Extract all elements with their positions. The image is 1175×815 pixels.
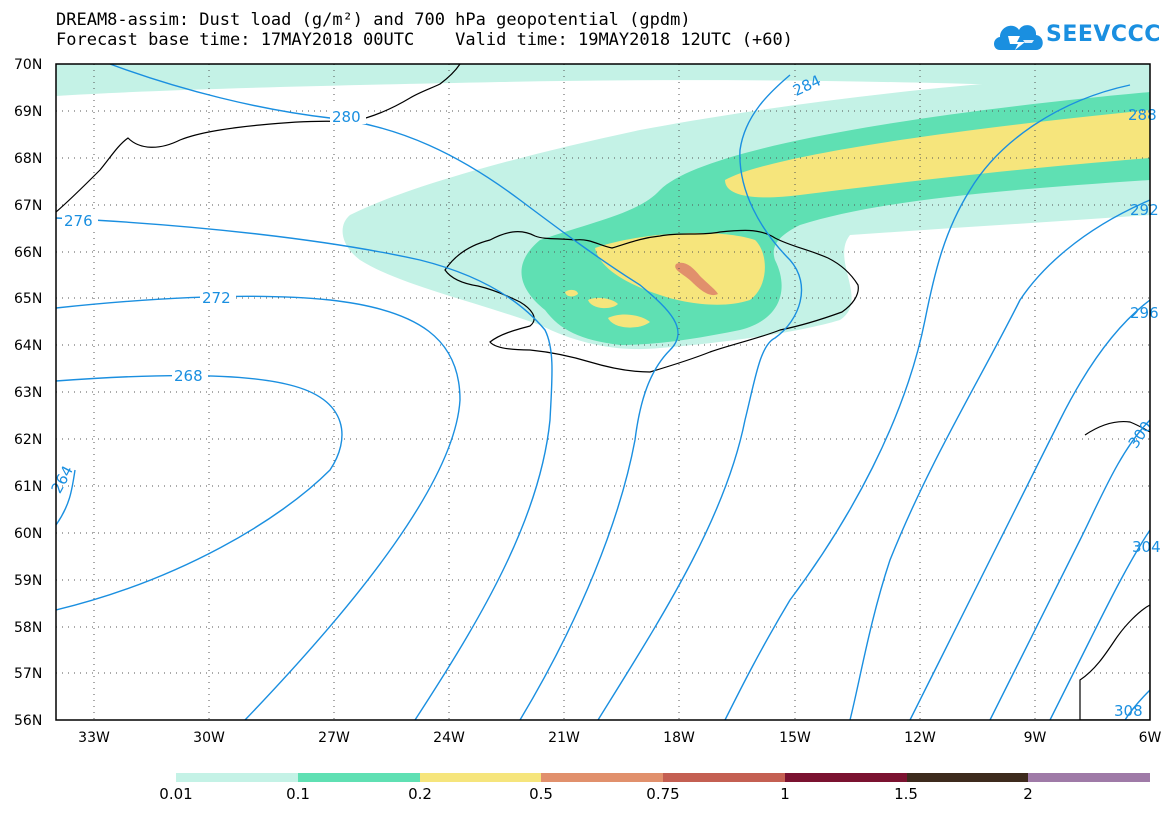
legend-label: 1.5 <box>894 785 918 803</box>
contour-268 <box>56 374 343 611</box>
lat-label: 64N <box>14 338 42 354</box>
seevccc-logo: SEEVCCC <box>990 14 1160 58</box>
contour-label-272: 272 <box>202 289 231 307</box>
dust-area-0.2-sw1 <box>588 297 618 309</box>
lon-label: 30W <box>193 730 225 746</box>
lat-label: 67N <box>14 198 42 214</box>
dust-load-map: 280 276 272 268 264 284 288 292 296 300 … <box>14 57 1162 746</box>
lon-label: 27W <box>318 730 350 746</box>
contour-272 <box>56 295 461 720</box>
graticule <box>56 64 1150 720</box>
lat-label: 69N <box>14 104 42 120</box>
contour-label-280: 280 <box>332 108 361 126</box>
dust-area-0.2-sw2 <box>608 314 650 328</box>
chart-title-line-1: DREAM8-assim: Dust load (g/m²) and 700 h… <box>56 10 691 30</box>
chart-title-line-2: Forecast base time: 17MAY2018 00UTC Vali… <box>56 30 793 50</box>
dust-load-legend <box>176 773 1150 782</box>
dust-area-0.01-north <box>56 64 1150 96</box>
coastlines <box>56 64 1150 720</box>
iceland-coast <box>444 229 859 373</box>
legend-swatch <box>419 773 542 782</box>
dust-area-0.2-sw3 <box>565 289 578 297</box>
lon-label: 24W <box>433 730 465 746</box>
lat-label: 57N <box>14 666 42 682</box>
contour-label-308: 308 <box>1114 702 1143 720</box>
lat-label: 68N <box>14 151 42 167</box>
legend-label: 1 <box>780 785 790 803</box>
contour-label-304: 304 <box>1132 538 1161 556</box>
contour-labels: 280 276 272 268 264 284 288 292 296 300 … <box>48 71 1161 720</box>
lon-label: 33W <box>78 730 110 746</box>
legend-swatch <box>297 773 420 782</box>
legend-label: 0.5 <box>529 785 553 803</box>
lon-label: 15W <box>779 730 811 746</box>
norway-coast-north <box>1084 420 1150 436</box>
legend-swatch <box>541 773 663 782</box>
legend-label: 0.1 <box>286 785 310 803</box>
logo-text: SEEVCCC <box>1046 22 1161 47</box>
lon-label: 18W <box>663 730 695 746</box>
lon-label: 9W <box>1024 730 1047 746</box>
lon-label: 12W <box>904 730 936 746</box>
dust-area-0.5 <box>675 262 718 296</box>
legend-swatch <box>1028 773 1150 782</box>
lon-label: 6W <box>1139 730 1162 746</box>
lat-label: 60N <box>14 526 42 542</box>
contour-308 <box>1124 689 1150 720</box>
contour-284 <box>597 74 803 720</box>
contour-292 <box>849 199 1150 720</box>
contour-264 <box>56 469 76 526</box>
lat-label: 66N <box>14 245 42 261</box>
lat-label: 61N <box>14 479 42 495</box>
contour-280 <box>109 64 679 720</box>
lat-label: 63N <box>14 385 42 401</box>
lat-label: 70N <box>14 57 42 73</box>
legend-label: 2 <box>1023 785 1033 803</box>
legend-label: 0.01 <box>159 785 193 803</box>
legend-label: 0.75 <box>646 785 680 803</box>
contour-label-264: 264 <box>48 463 77 497</box>
cloud-logo-icon <box>994 25 1043 50</box>
contour-label-268: 268 <box>174 367 203 385</box>
contour-label-296: 296 <box>1130 304 1159 322</box>
lat-label: 65N <box>14 291 42 307</box>
contour-304 <box>1049 529 1150 720</box>
contour-label-276: 276 <box>64 212 93 230</box>
latitude-labels: 70N 69N 68N 67N 66N 65N 64N 63N 62N 61N … <box>14 57 42 729</box>
map-frame <box>55 63 1151 721</box>
contour-296 <box>909 299 1150 720</box>
lat-label: 59N <box>14 573 42 589</box>
legend-swatch <box>784 773 907 782</box>
legend-swatch <box>906 773 1029 782</box>
lat-label: 56N <box>14 713 42 729</box>
contour-300 <box>989 419 1150 720</box>
longitude-labels: 33W 30W 27W 24W 21W 18W 15W 12W 9W 6W <box>78 730 1161 746</box>
contour-276 <box>56 217 553 720</box>
contour-label-288: 288 <box>1128 106 1157 124</box>
lon-label: 21W <box>548 730 580 746</box>
contour-label-292: 292 <box>1130 201 1159 219</box>
legend-swatch <box>663 773 785 782</box>
dust-load-shading <box>56 64 1150 350</box>
contour-288 <box>724 84 1131 720</box>
greenland-coast <box>56 64 461 213</box>
legend-label: 0.2 <box>408 785 432 803</box>
lat-label: 58N <box>14 620 42 636</box>
lat-label: 62N <box>14 432 42 448</box>
dust-area-0.2-east <box>725 110 1150 198</box>
legend-swatch <box>176 773 298 782</box>
